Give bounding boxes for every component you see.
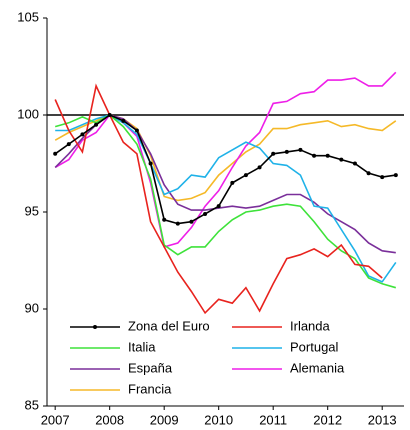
x-tick-label: 2013 <box>368 412 397 427</box>
data-point <box>203 211 208 216</box>
data-point <box>189 219 194 224</box>
data-point <box>393 173 398 178</box>
data-point <box>366 171 371 176</box>
legend-label: Francia <box>128 381 172 396</box>
series-line <box>54 83 383 315</box>
x-tick-label: 2010 <box>204 412 233 427</box>
data-point <box>175 221 180 226</box>
y-tick-label: 85 <box>25 397 39 412</box>
data-point <box>66 142 71 147</box>
x-tick-label: 2009 <box>150 412 179 427</box>
data-point <box>380 175 385 180</box>
data-point <box>216 204 221 209</box>
legend-label: España <box>128 360 173 375</box>
data-point <box>230 180 235 185</box>
data-point <box>243 173 248 178</box>
series-line <box>54 114 397 289</box>
data-point <box>298 147 303 152</box>
series-line <box>54 114 397 202</box>
y-tick-label: 105 <box>17 9 39 24</box>
data-point <box>257 165 262 170</box>
y-tick-label: 100 <box>17 106 39 121</box>
data-point <box>148 161 153 166</box>
x-tick-label: 2011 <box>259 412 287 427</box>
legend-marker <box>93 325 97 329</box>
data-point <box>325 153 330 158</box>
data-point <box>339 157 344 162</box>
data-point <box>271 151 276 156</box>
series-line <box>54 114 396 254</box>
legend-label: Italia <box>128 339 156 354</box>
y-tick-label: 95 <box>25 203 39 218</box>
x-tick-label: 2007 <box>41 412 70 427</box>
data-point <box>162 217 167 222</box>
data-point <box>312 153 317 158</box>
series-line <box>54 71 397 248</box>
y-tick-label: 90 <box>25 300 39 315</box>
data-point <box>284 149 289 154</box>
x-tick-label: 2008 <box>95 412 124 427</box>
legend-label: Alemania <box>290 360 345 375</box>
series-line <box>55 114 397 283</box>
data-point <box>121 118 126 123</box>
legend-label: Irlanda <box>290 318 331 333</box>
data-point <box>80 132 85 137</box>
legend-label: Zona del Euro <box>128 318 210 333</box>
data-point <box>107 113 112 117</box>
data-point <box>94 122 99 127</box>
data-point <box>134 128 139 133</box>
x-tick-label: 2012 <box>313 412 342 427</box>
series-line <box>54 114 396 225</box>
legend-label: Portugal <box>290 339 339 354</box>
data-point <box>352 161 357 166</box>
data-point <box>53 151 58 156</box>
